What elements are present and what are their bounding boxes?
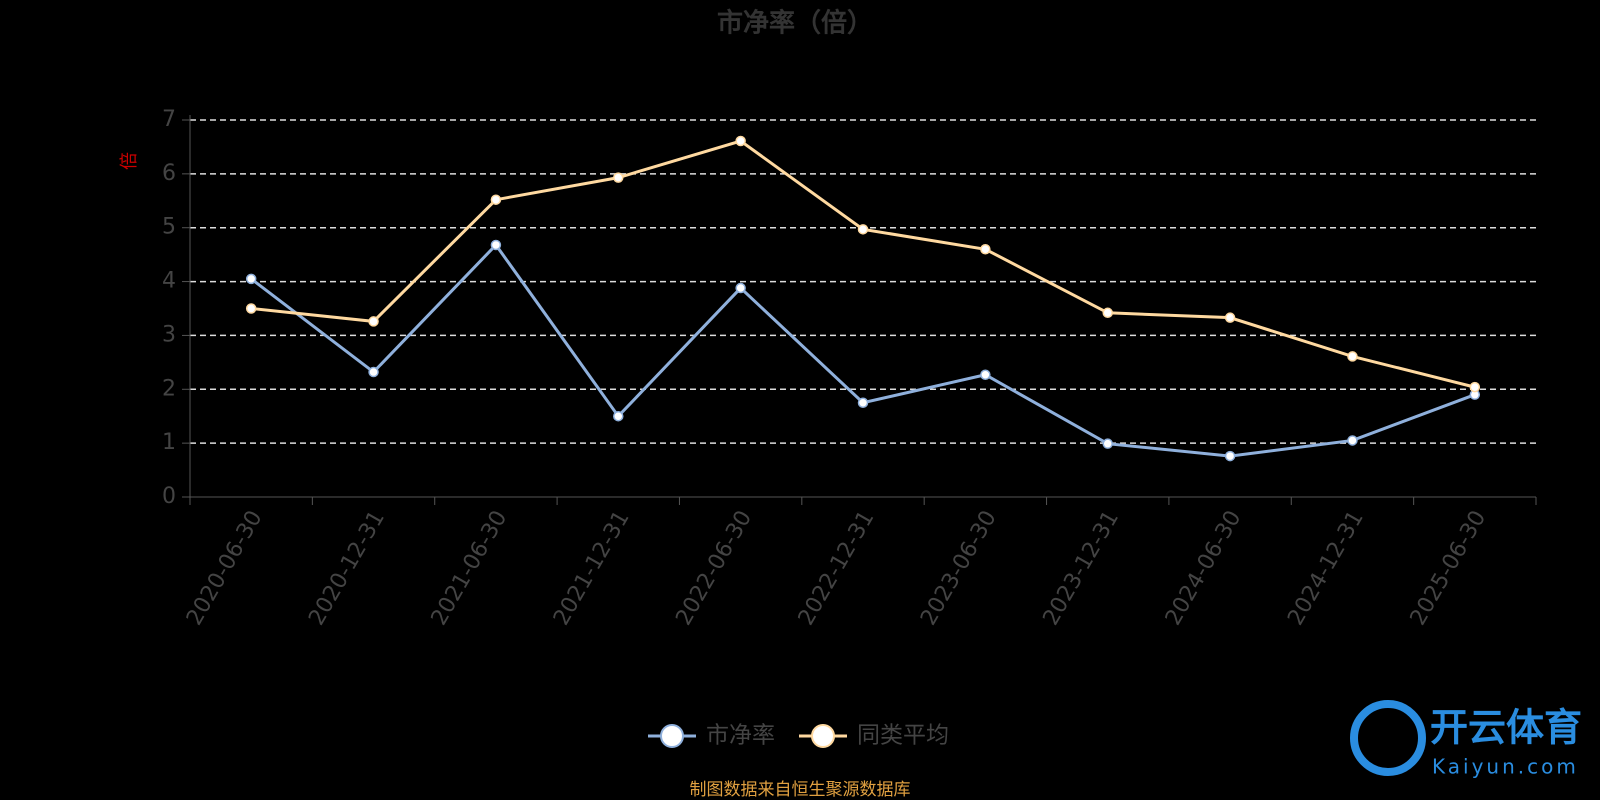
legend-marker	[811, 724, 835, 748]
data-point	[1224, 450, 1236, 462]
data-point	[613, 410, 624, 422]
data-point	[368, 316, 379, 327]
data-point	[1224, 312, 1236, 323]
legend-label: 市净率	[706, 723, 775, 749]
x-tick-label: 2022-12-31	[794, 507, 880, 630]
legend-item: 同类平均	[799, 723, 949, 749]
chart-title: 市净率（倍）	[717, 8, 873, 39]
legend-marker	[660, 724, 684, 748]
y-tick-label: 4	[162, 269, 176, 294]
y-tick-label: 0	[162, 484, 176, 509]
y-tick-label: 3	[162, 322, 176, 347]
data-point	[245, 273, 257, 285]
data-point	[857, 397, 869, 408]
watermark-site: Kaiyun.com	[1432, 755, 1579, 779]
data-point	[1102, 307, 1113, 319]
legend-item: 市净率	[648, 723, 775, 749]
data-point	[245, 303, 257, 314]
data-point	[368, 366, 379, 378]
data-point	[857, 224, 869, 235]
data-point	[490, 239, 502, 251]
y-tick-label: 7	[162, 107, 176, 132]
x-tick-label: 2023-12-31	[1039, 507, 1125, 630]
x-tick-label: 2022-06-30	[671, 507, 757, 630]
watermark-brand: 开云体育	[1430, 706, 1582, 750]
x-tick-label: 2020-12-31	[304, 507, 390, 630]
data-point	[980, 369, 991, 380]
x-tick-label: 2023-06-30	[916, 507, 1002, 630]
x-tick-label: 2021-06-30	[427, 507, 513, 630]
data-point	[1347, 435, 1358, 446]
y-tick-label: 1	[162, 430, 176, 455]
data-point	[980, 244, 991, 255]
source-note: 制图数据来自恒生聚源数据库	[690, 780, 911, 800]
watermark-logo	[1350, 700, 1426, 776]
data-point	[1347, 351, 1358, 362]
y-tick-label: 2	[162, 376, 176, 401]
x-tick-label: 2020-06-30	[182, 507, 268, 630]
series-line	[251, 139, 1476, 389]
x-tick-label: 2024-06-30	[1161, 507, 1247, 630]
data-point	[1102, 438, 1113, 449]
data-point	[735, 282, 746, 294]
y-axis-label: 倍	[119, 152, 140, 170]
data-point	[1469, 381, 1481, 393]
data-point	[613, 172, 624, 183]
data-point	[735, 135, 746, 147]
series-line	[250, 242, 1476, 458]
y-tick-label: 6	[162, 161, 176, 186]
watermark: 开云体育 Kaiyun.com	[1350, 700, 1582, 779]
data-point	[490, 194, 502, 205]
x-tick-label: 2024-12-31	[1283, 507, 1369, 630]
x-tick-label: 2025-06-30	[1406, 507, 1492, 630]
x-tick-label: 2021-12-31	[549, 507, 635, 630]
legend-label: 同类平均	[857, 723, 949, 749]
y-tick-label: 5	[162, 215, 176, 240]
